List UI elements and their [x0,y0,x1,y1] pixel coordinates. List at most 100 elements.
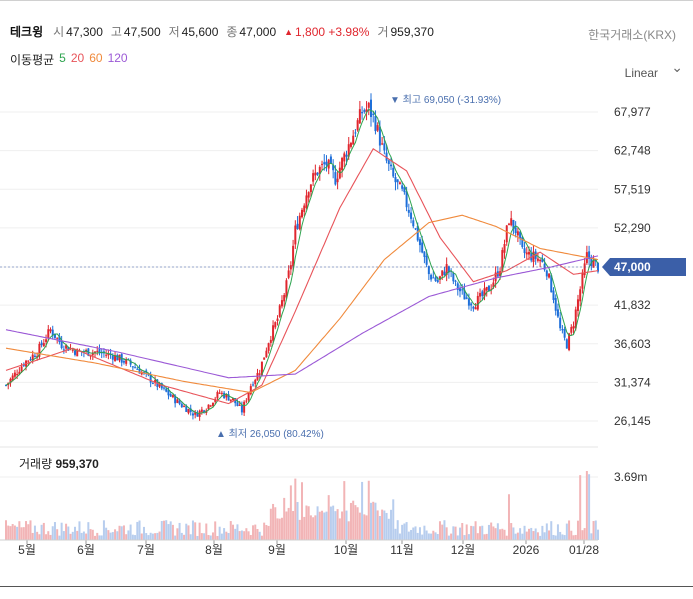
x-tick-label: 8월 [205,543,223,557]
volume-bar [456,535,459,540]
volume-bar [60,522,63,540]
volume-bar [407,531,410,540]
volume-bar [292,511,295,540]
candle-body [552,290,555,300]
candle-body [374,116,377,132]
volume-bar [352,500,355,540]
volume-bar [240,530,243,540]
candle-body [516,231,519,236]
current-price-badge [602,257,686,276]
volume-bar [378,516,381,540]
candle-body [467,298,470,306]
volume-bar [503,529,506,540]
volume-bar [76,530,79,540]
candle-body [203,410,206,413]
candle-body [358,109,361,124]
candle-body [445,264,448,276]
candle-body [191,413,194,416]
volume-bar [263,522,266,540]
candle-body [236,402,239,406]
candle-body [176,399,179,403]
candle-body [42,343,45,347]
volume-bar [116,531,119,540]
volume-bar [174,535,177,540]
volume-bar [309,515,312,540]
volume-bar [361,481,364,540]
volume-bar [203,533,206,540]
volume-bar [109,532,112,540]
volume-bar [501,528,504,540]
candle-body [561,328,564,331]
candle-body [321,163,324,165]
price-tick-label: 57,519 [614,182,651,196]
volume-bar [120,526,123,540]
candle-body [60,340,63,349]
candle-body [305,195,308,209]
candle-body [316,172,319,175]
candle-body [303,205,306,212]
candle-body [476,295,479,310]
volume-bar [169,521,172,540]
candle-body [298,215,301,230]
candle-body [56,337,59,339]
volume-bar [82,531,85,540]
volume-bar [47,531,50,540]
x-tick-label: 12월 [451,543,475,557]
candle-body [65,345,68,349]
candle-body [434,277,437,281]
volume-bar [548,530,551,540]
volume-bar [232,524,235,540]
candle-body [545,270,548,277]
candle-body [272,325,275,341]
volume-bar [176,528,179,540]
candle-body [378,126,381,146]
candle-body [536,258,539,261]
candle-body [229,399,232,402]
volume-bar [483,534,486,540]
candle-body [347,144,350,157]
volume-bar [467,534,470,540]
candle-body [343,153,346,162]
volume-bar [392,499,395,540]
volume-bar [454,526,457,540]
candle-body [521,237,524,247]
volume-bar [269,508,272,540]
volume-bar [227,532,230,540]
price-tick-label: 26,145 [614,414,651,428]
bottom-divider [0,586,693,587]
volume-bar [381,509,384,540]
ma60-line [5,214,599,394]
low-label: 저 [168,25,180,39]
volume-bar [541,525,544,540]
chevron-down-icon[interactable]: ⌄ [671,59,683,75]
candle-body [62,349,65,351]
candle-body [263,357,266,360]
volume-bar [243,531,246,540]
volume-bar [254,524,257,540]
volume-bar [474,521,477,540]
volume-bar [441,524,444,540]
volume-bar [394,528,397,540]
volume-bar [156,532,159,540]
candle-body [356,120,359,131]
scale-selector[interactable]: Linear [624,66,658,80]
volume-bar [85,533,88,540]
volume-bar [191,520,194,540]
volume-bar [463,535,466,540]
candle-body [443,271,446,276]
volume-bar [523,525,526,540]
candle-body [274,322,277,328]
volume-bar [427,533,430,540]
candle-body [129,360,132,365]
volume-bar [570,530,573,540]
volume-bar [563,535,566,540]
volume-bar [11,524,14,540]
volume-bar [167,524,170,540]
candle-body [332,164,335,171]
volume-bar [410,529,413,540]
candle-body [532,251,535,263]
candle-body [325,161,328,166]
ma-legend[interactable]: 이동평균 5 20 60 120 [10,51,133,68]
candle-body [438,276,441,280]
